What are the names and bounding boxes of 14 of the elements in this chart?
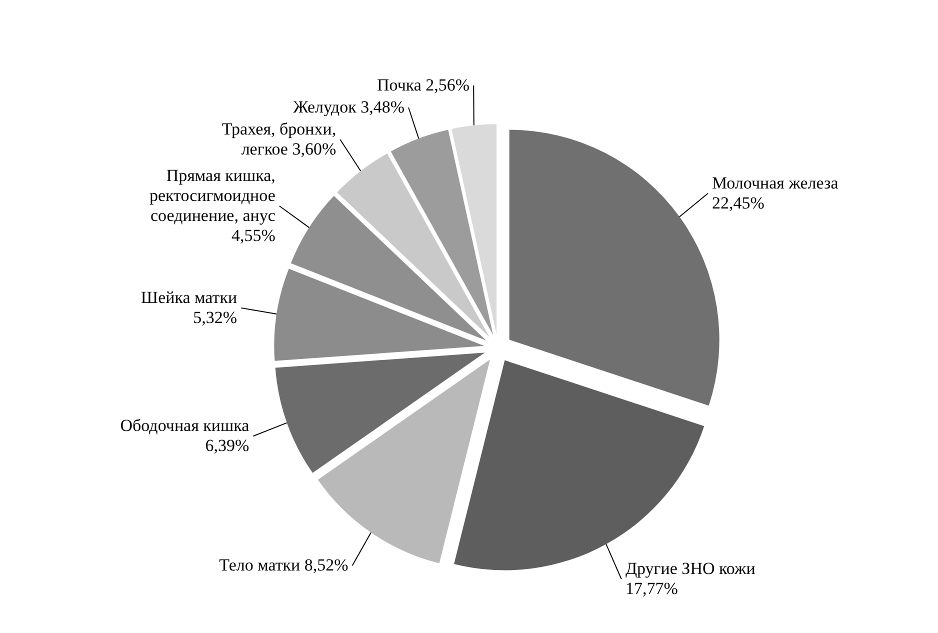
data-label: 5,32% (193, 308, 238, 327)
data-label: 17,77% (625, 579, 678, 598)
slice-label: Почка 2,56% (377, 76, 470, 95)
slice-label: Молочная железа (712, 173, 839, 192)
slice-label: Шейка матки (140, 288, 238, 307)
data-label: 4,55% (232, 226, 276, 246)
slice-label: Прямая кишка, ректосигмоидное соединение, анус (149, 166, 276, 226)
slice-label: Другие ЗНО кожи (625, 559, 756, 578)
data-label: 6,39% (205, 436, 250, 456)
slice-label: Ободочная кишка (120, 416, 250, 436)
data-label: 22,45% (712, 193, 764, 212)
slice-label: Трахея, бронхи, легкое 3,60% (222, 120, 336, 159)
slice-label: Желудок 3,48% (293, 98, 405, 117)
slice-label: Тело матки 8,52% (219, 555, 348, 574)
